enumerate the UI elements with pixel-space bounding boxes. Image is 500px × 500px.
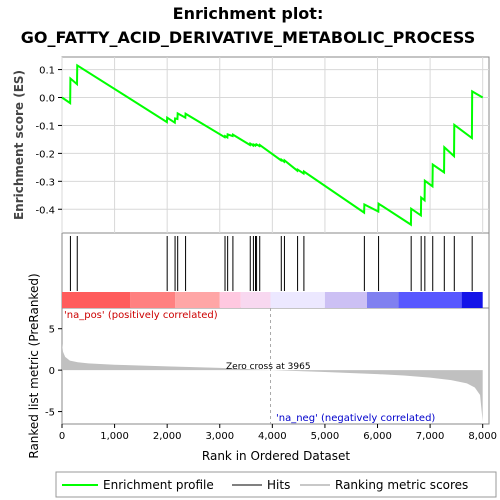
x-tick-label: 6,000 — [363, 431, 392, 442]
rank-y-axis-ticks: 5 0 -5 — [45, 325, 62, 419]
x-tick-label: 0 — [59, 431, 65, 442]
es-tick-label: 0.0 — [39, 94, 55, 105]
heat-band — [219, 292, 241, 308]
es-tick-label: 0.1 — [39, 66, 55, 77]
positive-correlation-label: 'na_pos' (positively correlated) — [64, 310, 218, 321]
rank-y-axis-label: Ranked list metric (PreRanked) — [27, 273, 41, 458]
heat-band — [324, 292, 367, 308]
rank-tick-label: 5 — [49, 325, 55, 336]
x-tick-label: 3,000 — [205, 431, 234, 442]
x-tick-label: 4,000 — [258, 431, 287, 442]
heat-band — [130, 292, 176, 308]
heat-band — [270, 292, 325, 308]
heat-band — [398, 292, 462, 308]
heat-band — [367, 292, 399, 308]
x-tick-label: 8,000 — [468, 431, 497, 442]
heat-band — [62, 292, 131, 308]
x-axis-ticks: 0 1,000 2,000 3,000 4,000 5,000 6,000 7,000 8,00… — [59, 424, 497, 442]
heat-band — [240, 292, 271, 308]
legend-hits-label: Hits — [267, 478, 290, 492]
es-y-axis-ticks: 0.1 0.0 -0.1 -0.2 -0.3 -0.4 — [35, 66, 62, 216]
x-axis-label: Rank in Ordered Dataset — [202, 449, 350, 463]
x-tick-label: 1,000 — [100, 431, 129, 442]
es-tick-label: -0.4 — [35, 205, 55, 216]
chart-title-line2: GO_FATTY_ACID_DERIVATIVE_METABOLIC_PROCE… — [21, 28, 475, 47]
x-tick-label: 7,000 — [416, 431, 445, 442]
legend-box — [55, 471, 497, 498]
es-tick-label: -0.3 — [35, 177, 55, 188]
chart-title-line1: Enrichment plot: — [173, 4, 324, 23]
x-tick-label: 2,000 — [153, 431, 182, 442]
es-gridlines — [61, 57, 489, 233]
zero-cross-label: Zero cross at 3965 — [226, 362, 311, 372]
legend-profile-label: Enrichment profile — [103, 478, 214, 492]
negative-correlation-label: 'na_neg' (negatively correlated) — [276, 413, 435, 424]
ranking-heat-bar — [62, 292, 483, 308]
hit-marks — [69, 236, 473, 291]
es-y-axis-label: Enrichment score (ES) — [12, 70, 26, 220]
legend-metric-label: Ranking metric scores — [335, 478, 468, 492]
heat-band — [175, 292, 220, 308]
es-panel — [61, 56, 490, 234]
x-tick-label: 5,000 — [311, 431, 340, 442]
rank-tick-label: -5 — [45, 408, 55, 419]
heat-band — [461, 292, 483, 308]
es-tick-label: -0.1 — [35, 121, 55, 132]
rank-tick-label: 0 — [49, 366, 55, 377]
enrichment-profile-line — [61, 63, 484, 227]
es-tick-label: -0.2 — [35, 149, 55, 160]
